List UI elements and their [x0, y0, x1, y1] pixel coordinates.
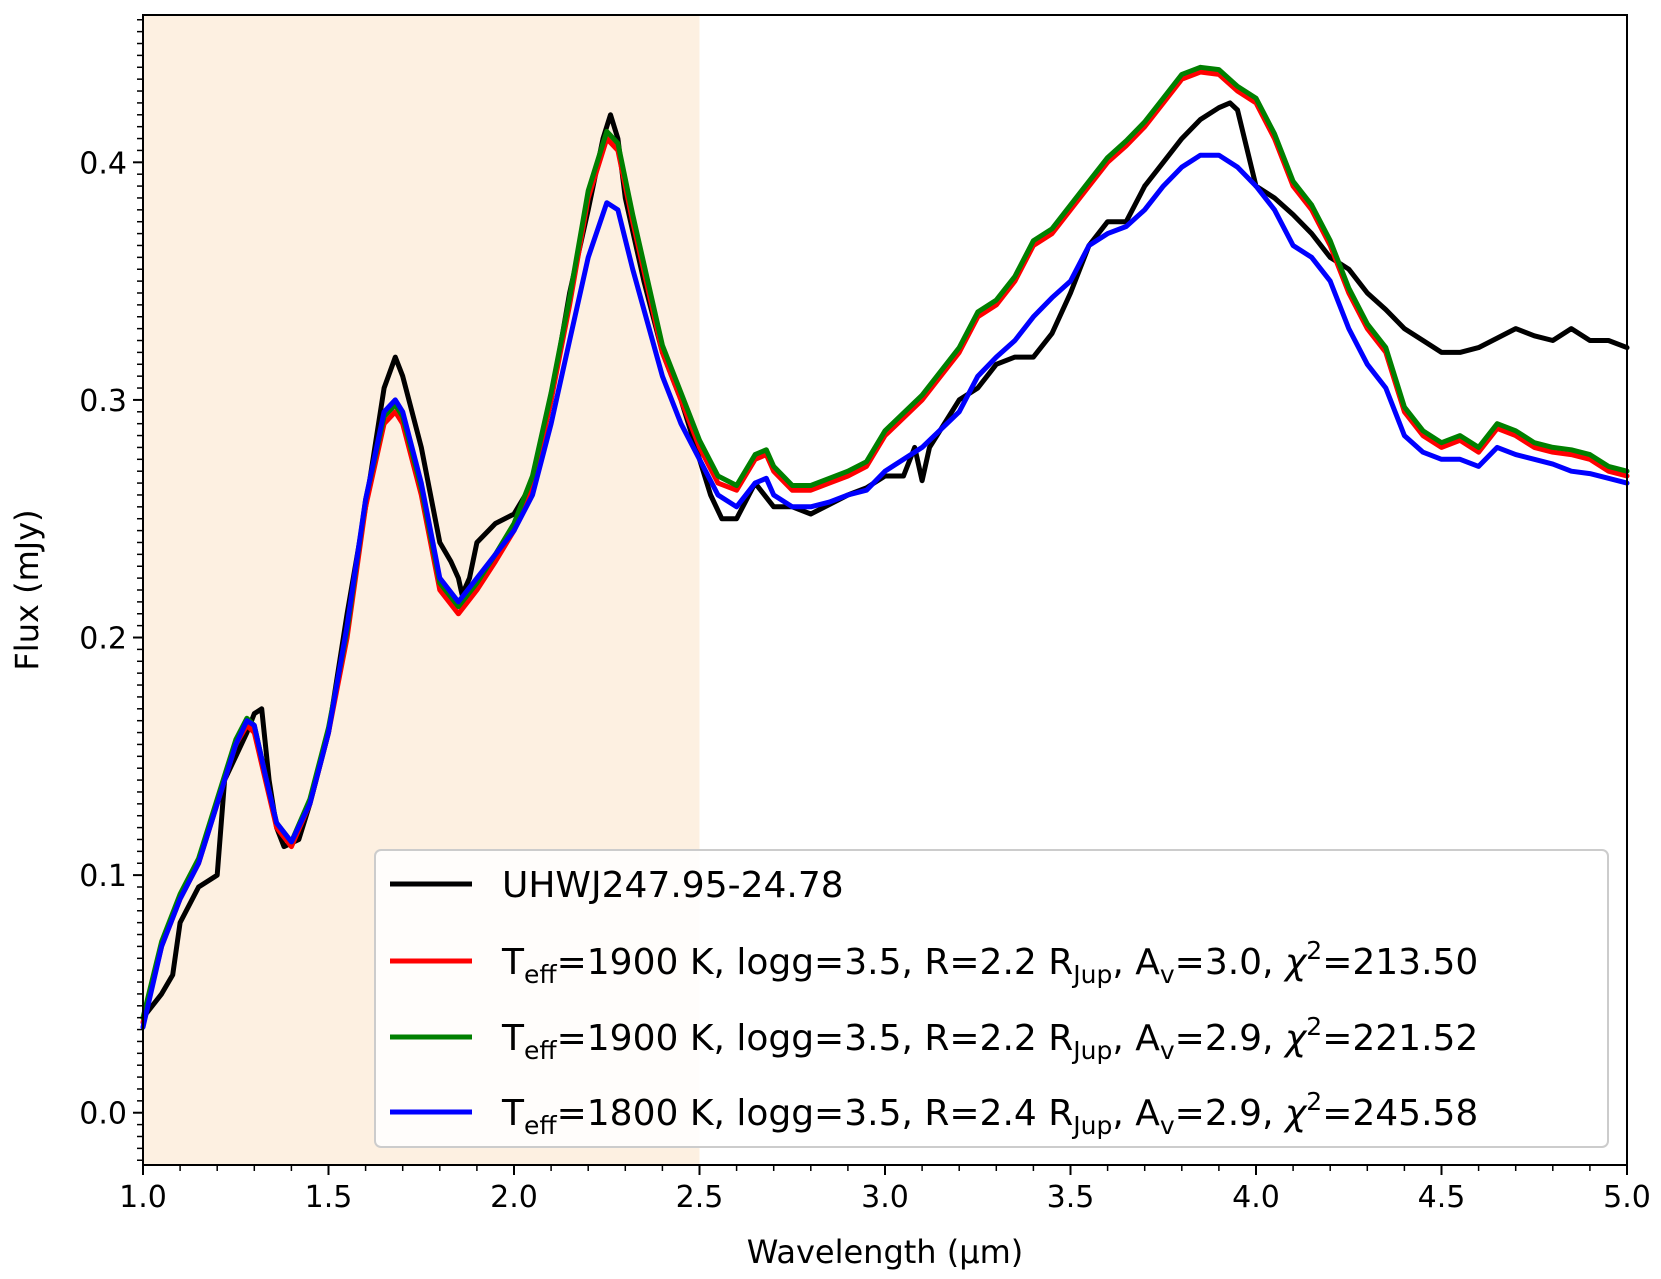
- y-axis-title: Flux (mJy): [8, 509, 46, 670]
- y-tick-label: 0.4: [79, 146, 127, 181]
- ticks-layer: 1.0 1.5 2.0 2.5 3.0 3.5 4.0 4.5 5.0 0.0 0.1 0.2 0.3 0…: [79, 19, 1651, 1215]
- y-tick-label: 0.3: [79, 384, 127, 419]
- legend-box: [374, 849, 1609, 1148]
- x-axis-title: Wavelength (μm): [747, 1233, 1024, 1271]
- legend: UHWJ247.95-24.78 Teff=1900 K, logg=3.5, R…: [374, 849, 1609, 1148]
- x-tick-label: 4.0: [1232, 1180, 1280, 1215]
- x-tick-label: 3.5: [1047, 1180, 1095, 1215]
- legend-label: Teff=1900 K, logg=3.5, R=2.2 RJup, Av=2.…: [501, 1012, 1478, 1065]
- series-layer: [140, 64, 1630, 1030]
- x-tick-label: 2.5: [676, 1180, 724, 1215]
- x-tick-label: 5.0: [1603, 1180, 1651, 1215]
- y-tick-label: 0.0: [79, 1097, 127, 1132]
- legend-label: Teff=1900 K, logg=3.5, R=2.2 RJup, Av=3.…: [501, 936, 1478, 989]
- x-tick-label: 1.5: [305, 1180, 353, 1215]
- y-tick-label: 0.2: [79, 622, 127, 657]
- y-tick-label: 0.1: [79, 859, 127, 894]
- legend-label: Teff=1800 K, logg=3.5, R=2.4 RJup, Av=2.…: [501, 1087, 1478, 1140]
- x-tick-label: 1.0: [119, 1180, 167, 1215]
- x-tick-label: 4.5: [1418, 1180, 1466, 1215]
- x-tick-label: 3.0: [861, 1180, 909, 1215]
- series-line-4: [140, 152, 1630, 1030]
- legend-label: UHWJ247.95-24.78: [502, 865, 844, 906]
- x-tick-label: 2.0: [490, 1180, 538, 1215]
